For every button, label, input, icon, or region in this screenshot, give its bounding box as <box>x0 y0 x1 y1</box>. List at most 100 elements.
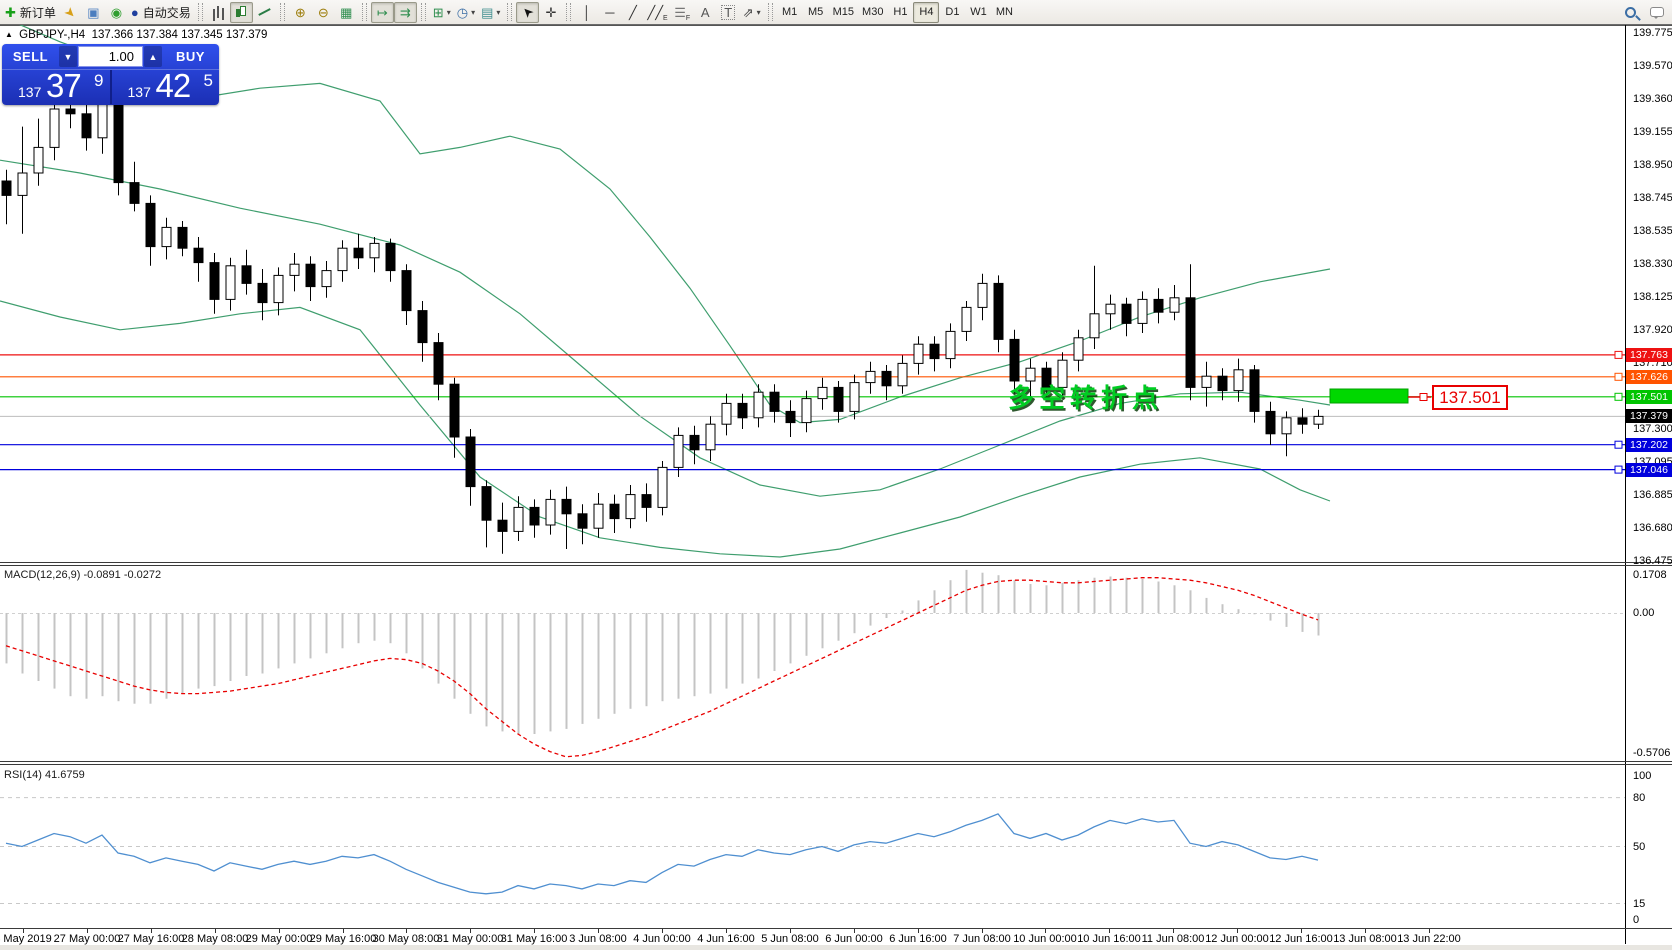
line-handle[interactable] <box>1614 392 1623 401</box>
bar-chart-button[interactable] <box>207 2 230 23</box>
bollinger-lower-band[interactable] <box>0 300 1331 558</box>
zoom-out-button[interactable]: ⊖ <box>312 2 335 23</box>
text-label-icon: T <box>721 4 736 20</box>
price-axis-badge-137.379: 137.379 <box>1626 409 1672 424</box>
auto-scroll-button[interactable]: ⇉ <box>393 1 417 23</box>
chinese-annotation-text[interactable]: 多空转折点 <box>1008 383 1164 413</box>
crosshair-button[interactable]: ✛ <box>539 2 562 23</box>
text-label-button[interactable]: T <box>717 2 740 23</box>
timeframe-M1[interactable]: M1 <box>782 6 798 18</box>
callout-handle[interactable] <box>1419 393 1428 401</box>
new-order-button[interactable]: ✚ 新订单 <box>2 2 59 23</box>
price-axis-badge-137.763: 137.763 <box>1626 347 1672 362</box>
line-handle[interactable] <box>1614 372 1623 381</box>
volume-increase-button[interactable]: ▲ <box>144 46 162 67</box>
timeframe-H1[interactable]: H1 <box>893 6 908 18</box>
search-icon[interactable] <box>1625 6 1636 18</box>
fibonacci-button[interactable]: ☰ F <box>671 2 694 23</box>
timeframe-W1[interactable]: W1 <box>970 6 987 18</box>
price-axis-tick: 138.535 <box>1633 225 1672 238</box>
timeframe-M5[interactable]: M5 <box>808 6 824 18</box>
vertical-line-icon: │ <box>582 4 591 20</box>
price-axis-tick: 137.300 <box>1633 423 1672 435</box>
tile-windows-button[interactable]: ▦ <box>335 2 358 23</box>
dropdown-caret-icon[interactable]: ▾ <box>756 7 761 17</box>
toolbar-separator <box>420 3 426 21</box>
vertical-line-button[interactable]: │ <box>575 2 598 23</box>
price-axis-tick: 138.330 <box>1633 258 1672 271</box>
line-handle[interactable] <box>1614 440 1623 449</box>
bollinger-upper-band[interactable] <box>0 15 1331 424</box>
new-chart-button[interactable]: ⊞ ▾ <box>430 2 454 23</box>
time-axis-label: 6 Jun 16:00 <box>889 933 947 945</box>
volume-input[interactable] <box>78 46 143 67</box>
sell-price-panel[interactable]: 137 37 9 <box>2 67 110 104</box>
autotrade-icon: ● <box>130 4 139 20</box>
toolbar-separator <box>197 3 203 21</box>
line-handle[interactable] <box>1614 465 1623 474</box>
time-axis-label: 4 Jun 00:00 <box>633 933 691 945</box>
buy-price-panel[interactable]: 137 42 5 <box>109 67 220 104</box>
rsi-axis-tick: 0 <box>1633 914 1640 926</box>
dropdown-caret-icon[interactable]: ▾ <box>446 7 451 17</box>
timeframe-MN[interactable]: MN <box>995 6 1013 18</box>
horizontal-line-button[interactable]: ─ <box>598 2 621 23</box>
toolbar-separator <box>767 3 773 21</box>
rsi-axis-tick: 80 <box>1633 791 1646 804</box>
time-axis-label: 28 May 08:00 <box>181 933 249 945</box>
candlestick-icon <box>234 5 249 19</box>
timeframe-H4[interactable]: H4 <box>913 1 940 23</box>
symbol-label: GBPJPY-,H4 <box>19 29 86 41</box>
text-button[interactable]: A <box>694 2 717 23</box>
price-axis-tick: 136.885 <box>1633 489 1672 502</box>
zoom-in-button[interactable]: ⊕ <box>289 2 312 23</box>
crosshair-icon: ✛ <box>545 4 557 20</box>
toolbar-separator <box>566 3 572 21</box>
price-axis-tick: 139.155 <box>1633 126 1672 139</box>
highlight-rectangle[interactable] <box>1329 388 1409 404</box>
macd-pane-title: MACD(12,26,9) -0.0891 -0.0272 <box>4 569 162 581</box>
timeframe-M15[interactable]: M15 <box>832 6 855 18</box>
toolbar-separator <box>279 3 285 21</box>
timeframe-M30[interactable]: M30 <box>862 6 884 18</box>
sell-price-pip: 9 <box>94 71 104 90</box>
time-axis-label: 6 Jun 00:00 <box>825 933 883 945</box>
time-axis-label: 13 Jun 08:00 <box>1333 933 1397 945</box>
line-chart-button[interactable] <box>253 2 276 23</box>
dropdown-caret-icon[interactable]: ▾ <box>471 7 476 17</box>
period-button[interactable]: ◷ ▾ <box>454 2 478 23</box>
time-axis-label: 10 Jun 16:00 <box>1077 933 1141 945</box>
template-button[interactable]: ▤ ▾ <box>478 2 503 23</box>
sell-button[interactable]: SELL <box>12 49 49 64</box>
symbol-ohlc-header: ▲ GBPJPY-,H4 137.366 137.384 137.345 137… <box>5 29 267 41</box>
icon-subscript: E <box>663 14 668 22</box>
bollinger-middle-band[interactable] <box>0 159 1331 497</box>
zoom-in-icon: ⊕ <box>294 4 306 20</box>
express-arrow-button[interactable]: ➤ <box>59 2 82 23</box>
collapse-triangle-icon[interactable]: ▲ <box>5 30 13 39</box>
line-handle[interactable] <box>1614 350 1623 359</box>
tile-windows-icon: ▦ <box>340 4 353 20</box>
chart-shift-button[interactable]: ↦ <box>370 1 394 23</box>
volume-decrease-button[interactable]: ▼ <box>59 46 77 67</box>
candlestick-chart-button[interactable] <box>229 1 253 23</box>
buy-button[interactable]: BUY <box>176 49 205 64</box>
time-axis-label: 11 Jun 08:00 <box>1141 933 1205 945</box>
arrows-button[interactable]: ⇗ ▾ <box>740 2 764 23</box>
timeframe-D1[interactable]: D1 <box>945 6 960 18</box>
price-callout-box[interactable]: 137.501 <box>1432 385 1508 410</box>
macd-axis-tick: 0.1708 <box>1633 569 1667 581</box>
time-axis-label: 12 Jun 00:00 <box>1205 933 1269 945</box>
mql-community-button[interactable]: ▣ <box>82 2 105 23</box>
trendline-button[interactable]: ╱ <box>621 2 644 23</box>
channel-button[interactable]: ╱╱ E <box>644 2 670 23</box>
signals-button[interactable]: ◉ <box>105 2 128 23</box>
chat-icon[interactable] <box>1650 7 1664 19</box>
cursor-arrow-icon: ➤ <box>518 2 538 22</box>
dropdown-caret-icon[interactable]: ▾ <box>496 7 501 17</box>
cursor-button[interactable]: ➤ <box>516 1 540 23</box>
time-axis-label: 3 Jun 08:00 <box>569 933 627 945</box>
candles[interactable] <box>1 85 1324 554</box>
autotrading-button[interactable]: ● 自动交易 <box>128 2 194 23</box>
